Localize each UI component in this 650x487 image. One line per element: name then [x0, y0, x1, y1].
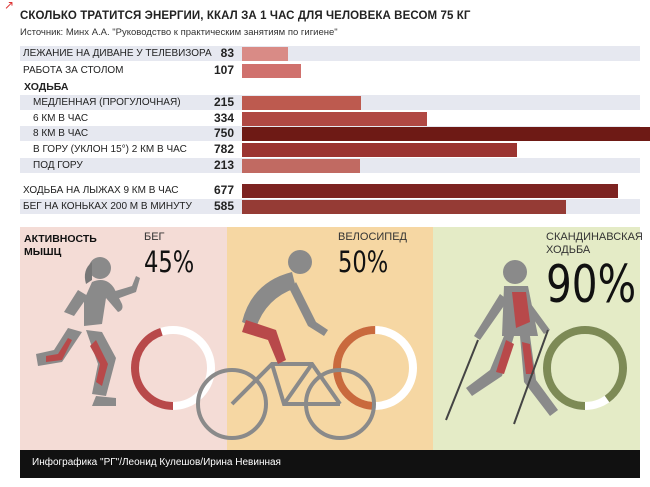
bar-value-label: 213	[213, 158, 234, 172]
nordic-label-line2: ХОДЬБА	[546, 244, 591, 256]
bar-category-label: ЛЕЖАНИЕ НА ДИВАНЕ У ТЕЛЕВИЗОРА	[23, 48, 212, 59]
footer-credits: Инфографика "РГ"/Леонид Кулешов/Ирина Не…	[20, 450, 640, 478]
cyclist-figure-icon	[196, 250, 376, 440]
table-row: ЛЕЖАНИЕ НА ДИВАНЕ У ТЕЛЕВИЗОРА 83	[20, 46, 640, 61]
bar	[242, 184, 618, 198]
bar	[242, 127, 650, 141]
nordic-pole-right-icon	[513, 329, 549, 425]
bar-value-label: 215	[213, 95, 234, 109]
nordic-pole-left-icon	[445, 339, 479, 421]
nordic-label: СКАНДИНАВСКАЯ ХОДЬБА	[546, 231, 643, 257]
corner-arrow-icon: ↗	[4, 0, 15, 12]
running-percent: 45%	[144, 245, 195, 279]
nordic-label-line1: СКАНДИНАВСКАЯ	[546, 231, 643, 243]
table-row: ПОД ГОРУ 213	[20, 158, 640, 173]
table-row: БЕГ НА КОНЬКАХ 200 М В МИНУТУ 585	[20, 199, 640, 214]
bar-value-label: 83	[220, 46, 234, 60]
section-row-bg	[20, 79, 640, 94]
bar-value-label: 750	[213, 126, 234, 140]
bar	[242, 64, 302, 78]
table-row: 6 КМ В ЧАС 334	[20, 111, 640, 126]
chart-title: СКОЛЬКО ТРАТИТСЯ ЭНЕРГИИ, ККАЛ ЗА 1 ЧАС …	[20, 10, 471, 22]
bar-category-label: 8 КМ В ЧАС	[33, 128, 89, 139]
bar-value-label: 677	[213, 183, 234, 197]
bar-category-label: 6 КМ В ЧАС	[33, 113, 89, 124]
bar-category-label: ХОДЬБА НА ЛЫЖАХ 9 КМ В ЧАС	[23, 185, 179, 196]
table-row: 8 КМ В ЧАС 750	[20, 126, 650, 141]
bar	[242, 96, 362, 110]
nordic-walker-figure-icon	[466, 260, 558, 416]
bar	[242, 112, 428, 126]
table-row-bg	[20, 63, 640, 78]
cycling-label: ВЕЛОСИПЕД	[338, 231, 407, 243]
section-walking-heading: ХОДЬБА	[24, 81, 69, 93]
table-row: РАБОТА ЗА СТОЛОМ 107	[20, 63, 640, 78]
bar	[242, 47, 289, 61]
muscle-activity-line1: АКТИВНОСТЬ	[24, 233, 97, 245]
bar-value-label: 334	[213, 111, 234, 125]
muscle-activity-label: АКТИВНОСТЬ МЫШЦ	[24, 233, 97, 259]
bar	[242, 143, 517, 157]
running-label: БЕГ	[144, 231, 165, 243]
table-row: МЕДЛЕННАЯ (ПРОГУЛОЧНАЯ) 215	[20, 95, 640, 110]
footer-text: Инфографика "РГ"/Леонид Кулешов/Ирина Не…	[32, 457, 281, 468]
cycling-percent: 50%	[338, 245, 389, 279]
bar	[242, 200, 567, 214]
bar-category-label: БЕГ НА КОНЬКАХ 200 М В МИНУТУ	[23, 201, 192, 212]
table-row-bg	[20, 46, 640, 61]
table-row: В ГОРУ (УКЛОН 15°) 2 КМ В ЧАС 782	[20, 142, 640, 157]
nordic-ring-value	[543, 326, 627, 410]
runner-figure-icon	[36, 257, 140, 406]
bar-value-label: 585	[213, 199, 234, 213]
muscle-activity-line2: МЫШЦ	[24, 246, 62, 258]
bar-value-label: 107	[213, 63, 234, 77]
running-ring-value	[131, 326, 215, 410]
bar-category-label: ПОД ГОРУ	[33, 160, 83, 171]
bar-category-label: РАБОТА ЗА СТОЛОМ	[23, 65, 124, 76]
bar-category-label: МЕДЛЕННАЯ (ПРОГУЛОЧНАЯ)	[33, 97, 181, 108]
table-row: ХОДЬБА НА ЛЫЖАХ 9 КМ В ЧАС 677	[20, 183, 640, 198]
nordic-percent: 90%	[546, 255, 637, 315]
chart-source: Источник: Минх А.А. "Руководство к практ…	[20, 27, 338, 38]
bar-category-label: В ГОРУ (УКЛОН 15°) 2 КМ В ЧАС	[33, 144, 187, 155]
bar-value-label: 782	[213, 142, 234, 156]
bar	[242, 159, 361, 173]
